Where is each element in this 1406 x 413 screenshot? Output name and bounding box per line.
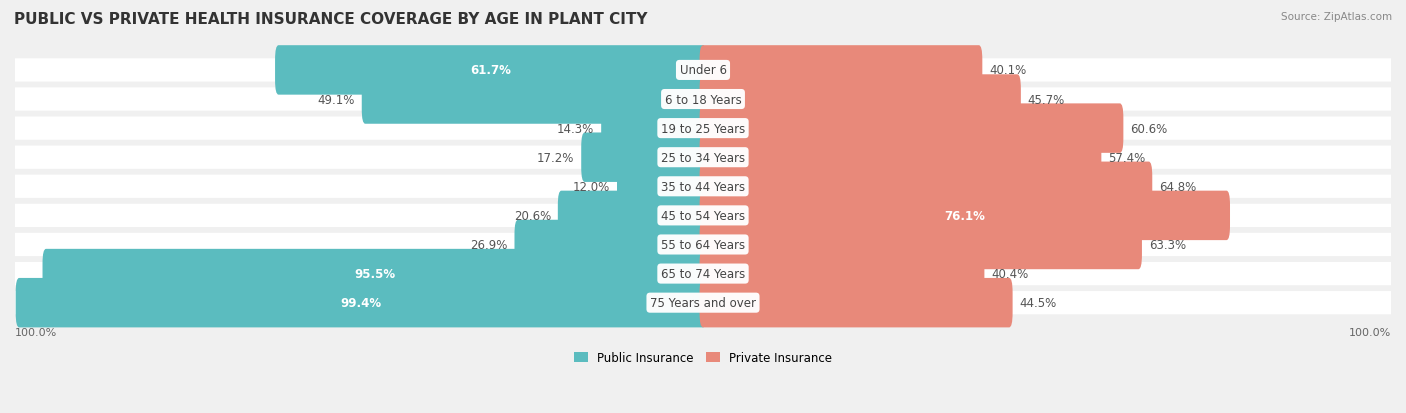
Text: 57.4%: 57.4%: [1108, 151, 1146, 164]
Text: 19 to 25 Years: 19 to 25 Years: [661, 122, 745, 135]
Text: 100.0%: 100.0%: [1348, 328, 1391, 337]
FancyBboxPatch shape: [700, 46, 983, 95]
Text: 40.1%: 40.1%: [990, 64, 1026, 77]
FancyBboxPatch shape: [8, 204, 1398, 228]
FancyBboxPatch shape: [700, 249, 984, 299]
Text: 12.0%: 12.0%: [572, 180, 610, 193]
Text: 40.4%: 40.4%: [991, 268, 1029, 280]
Text: 55 to 64 Years: 55 to 64 Years: [661, 238, 745, 252]
Text: 100.0%: 100.0%: [15, 328, 58, 337]
Text: 6 to 18 Years: 6 to 18 Years: [665, 93, 741, 106]
FancyBboxPatch shape: [8, 88, 1398, 112]
FancyBboxPatch shape: [8, 262, 1398, 285]
FancyBboxPatch shape: [700, 278, 1012, 328]
FancyBboxPatch shape: [700, 162, 1153, 211]
FancyBboxPatch shape: [700, 133, 1101, 183]
Text: 99.4%: 99.4%: [340, 297, 381, 309]
Text: 60.6%: 60.6%: [1130, 122, 1167, 135]
Text: Under 6: Under 6: [679, 64, 727, 77]
FancyBboxPatch shape: [8, 146, 1398, 169]
Text: 95.5%: 95.5%: [354, 268, 395, 280]
FancyBboxPatch shape: [8, 291, 1398, 315]
Text: 45 to 54 Years: 45 to 54 Years: [661, 209, 745, 222]
Text: 35 to 44 Years: 35 to 44 Years: [661, 180, 745, 193]
Text: 20.6%: 20.6%: [513, 209, 551, 222]
FancyBboxPatch shape: [558, 191, 706, 240]
FancyBboxPatch shape: [617, 162, 706, 211]
Text: 26.9%: 26.9%: [470, 238, 508, 252]
Text: 64.8%: 64.8%: [1159, 180, 1197, 193]
Text: PUBLIC VS PRIVATE HEALTH INSURANCE COVERAGE BY AGE IN PLANT CITY: PUBLIC VS PRIVATE HEALTH INSURANCE COVER…: [14, 12, 648, 27]
Legend: Public Insurance, Private Insurance: Public Insurance, Private Insurance: [569, 347, 837, 369]
FancyBboxPatch shape: [602, 104, 706, 154]
FancyBboxPatch shape: [700, 75, 1021, 124]
FancyBboxPatch shape: [42, 249, 706, 299]
Text: 44.5%: 44.5%: [1019, 297, 1057, 309]
Text: 17.2%: 17.2%: [537, 151, 574, 164]
FancyBboxPatch shape: [8, 117, 1398, 140]
Text: 25 to 34 Years: 25 to 34 Years: [661, 151, 745, 164]
Text: 49.1%: 49.1%: [318, 93, 354, 106]
FancyBboxPatch shape: [700, 220, 1142, 270]
FancyBboxPatch shape: [361, 75, 706, 124]
Text: 76.1%: 76.1%: [945, 209, 986, 222]
Text: 14.3%: 14.3%: [557, 122, 595, 135]
FancyBboxPatch shape: [700, 104, 1123, 154]
FancyBboxPatch shape: [8, 233, 1398, 256]
FancyBboxPatch shape: [700, 191, 1230, 240]
Text: 65 to 74 Years: 65 to 74 Years: [661, 268, 745, 280]
Text: 61.7%: 61.7%: [471, 64, 512, 77]
FancyBboxPatch shape: [15, 278, 706, 328]
FancyBboxPatch shape: [581, 133, 706, 183]
FancyBboxPatch shape: [276, 46, 706, 95]
Text: 63.3%: 63.3%: [1149, 238, 1185, 252]
Text: 45.7%: 45.7%: [1028, 93, 1064, 106]
Text: Source: ZipAtlas.com: Source: ZipAtlas.com: [1281, 12, 1392, 22]
Text: 75 Years and over: 75 Years and over: [650, 297, 756, 309]
FancyBboxPatch shape: [8, 59, 1398, 82]
FancyBboxPatch shape: [8, 175, 1398, 199]
FancyBboxPatch shape: [515, 220, 706, 270]
